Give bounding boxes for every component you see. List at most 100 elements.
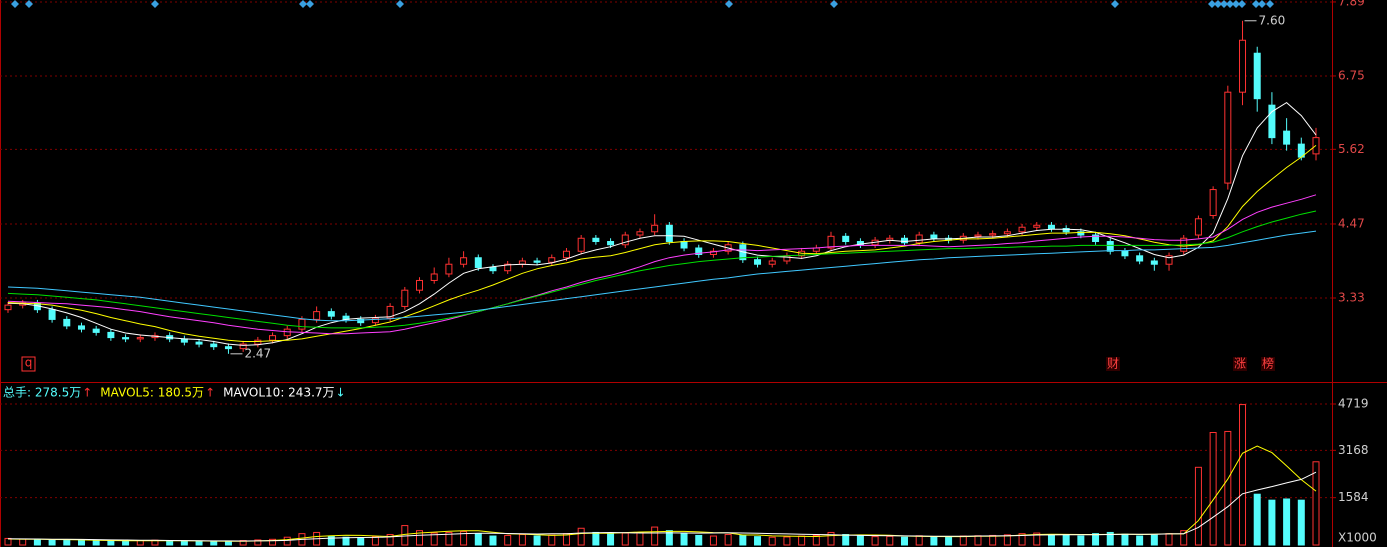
y-tick-label: 6.75	[1338, 68, 1365, 82]
event-diamond	[725, 0, 733, 8]
volume-bar	[195, 540, 203, 546]
candle-body	[1239, 39, 1247, 93]
y2-tick-label: 1584	[1338, 490, 1369, 504]
candle-body	[327, 311, 335, 317]
candle-body	[562, 250, 570, 259]
y2-tick-label: 4719	[1338, 397, 1369, 411]
volume-bar	[695, 534, 703, 546]
candle-body	[1092, 234, 1100, 243]
volume-bar	[210, 541, 218, 546]
volume-bar	[739, 534, 747, 546]
candle-body	[1062, 228, 1070, 233]
volume-bar	[607, 533, 615, 546]
candle-body	[489, 266, 497, 272]
candle-body	[680, 241, 688, 249]
volume-bar	[651, 526, 659, 546]
volume-bar	[827, 531, 835, 546]
volume-bar	[768, 536, 776, 546]
candle-body	[548, 257, 556, 263]
volume-bar	[474, 533, 482, 546]
candle-body	[136, 337, 144, 340]
candle-body	[48, 309, 56, 320]
volume-bar	[1180, 530, 1188, 546]
event-diamond	[1220, 0, 1228, 8]
candle-body	[695, 247, 703, 255]
volume-bar	[680, 533, 688, 546]
candle-body	[842, 235, 850, 243]
candle-body	[1209, 189, 1217, 217]
volume-bar	[1003, 534, 1011, 546]
volume-bar	[783, 536, 791, 546]
event-diamond	[1226, 0, 1234, 8]
y-tick-label: 3.33	[1338, 290, 1365, 304]
volume-bar	[518, 534, 526, 546]
volume-bar	[19, 538, 27, 546]
candle-body	[768, 260, 776, 265]
legend-label: MAVOL5: 180.5万	[100, 386, 204, 400]
candle-body	[592, 237, 600, 243]
ma-line	[7, 101, 1317, 346]
candle-body	[915, 234, 923, 244]
volume-bar	[930, 536, 938, 546]
volume-bar	[401, 525, 409, 546]
volume-bar	[900, 536, 908, 546]
volume-bar	[1239, 404, 1247, 546]
volume-bar	[416, 530, 424, 546]
volume-bar	[812, 534, 820, 546]
candle-body	[504, 263, 512, 272]
volume-bar	[460, 531, 468, 546]
volume-bar	[327, 535, 335, 546]
legend-arrow: ↓	[336, 386, 346, 400]
candle-body	[651, 224, 659, 233]
candle-body	[754, 259, 762, 265]
candle-body	[1033, 224, 1041, 228]
event-diamond	[1252, 0, 1260, 8]
volume-bar	[856, 535, 864, 546]
candle-body	[416, 279, 424, 291]
candle-body	[4, 304, 12, 311]
volume-bar	[1209, 432, 1217, 546]
volume-bar	[915, 535, 923, 546]
event-diamond	[1258, 0, 1266, 8]
volume-bar	[842, 534, 850, 546]
candle-body	[930, 234, 938, 239]
volume-bar	[871, 536, 879, 546]
volume-bar	[122, 540, 130, 546]
candle-body	[856, 241, 864, 246]
volume-bar	[1136, 535, 1144, 546]
volume-bar	[533, 535, 541, 546]
y2-tick-label: 3168	[1338, 443, 1369, 457]
candle-body	[636, 231, 644, 236]
candle-body	[577, 237, 585, 252]
candle-body	[445, 263, 453, 275]
candle-body	[1224, 91, 1232, 184]
candle-body	[210, 343, 218, 348]
volume-ma-line	[7, 471, 1317, 542]
candle-body	[974, 234, 982, 237]
candle-body	[122, 337, 130, 340]
candle-body	[1283, 130, 1291, 145]
volume-bar	[592, 531, 600, 546]
min-label: 2.47	[244, 346, 271, 360]
price-panel	[4, 20, 1320, 354]
volume-bar	[665, 530, 673, 546]
volume-bar	[1121, 533, 1129, 546]
volume-bar	[1194, 466, 1202, 546]
event-diamond	[11, 0, 19, 8]
volume-bar	[974, 535, 982, 546]
volume-bar	[1018, 533, 1026, 546]
volume-bar	[342, 536, 350, 546]
event-box	[1106, 357, 1120, 371]
candle-body	[254, 339, 262, 345]
candle-body	[474, 257, 482, 268]
volume-bar	[959, 535, 967, 546]
candle-body	[92, 328, 100, 333]
volume-bar	[1224, 430, 1232, 546]
y-tick-label: 4.47	[1338, 216, 1365, 230]
candle-body	[401, 289, 409, 307]
unit-label: X1000	[1338, 531, 1377, 545]
candle-body	[313, 311, 321, 320]
volume-panel	[4, 404, 1320, 546]
event-label: 财	[1107, 357, 1119, 371]
